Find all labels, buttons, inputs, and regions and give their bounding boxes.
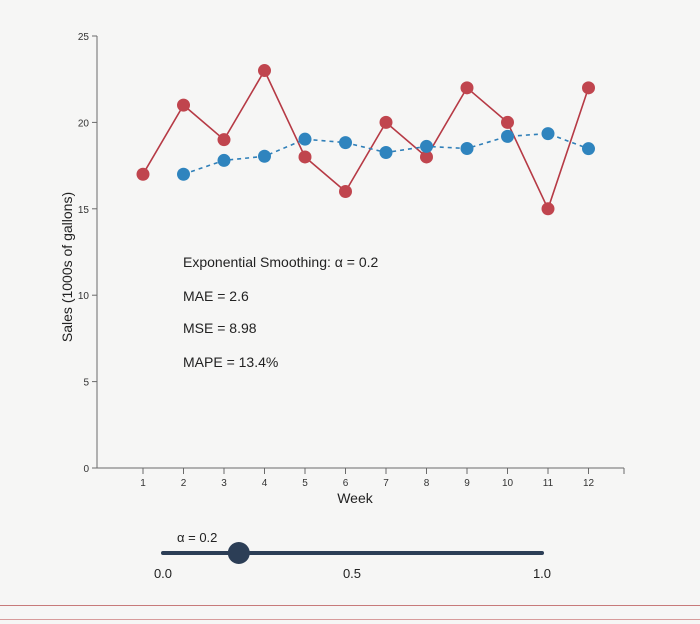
forecast-point [258,149,271,163]
actual-series-line [142,68,590,211]
actual-point [582,81,595,95]
forecast-point [420,139,433,153]
slider-value-label: α = 0.2 [177,530,217,545]
actual-point [258,64,271,78]
slider-thumb[interactable] [227,542,250,564]
y-axis-title: Sales (1000s of gallons) [59,192,75,342]
series-layer [136,64,595,216]
x-tick-label: 10 [502,478,514,489]
y-tick-label: 0 [83,464,89,475]
actual-point [420,150,433,164]
actual-point [460,81,474,95]
x-tick-label: 8 [424,478,430,489]
forecast-point [541,127,555,141]
forecast-point [501,129,514,143]
y-tick-label: 20 [78,118,90,129]
slider-min-label: 0.0 [154,566,172,581]
forecast-point [298,132,312,146]
x-ticks: 1 2 3 4 5 6 7 8 9 10 11 12 [140,468,594,489]
y-tick-label: 5 [83,378,89,389]
x-tick-label: 3 [221,478,227,489]
actual-point [541,202,555,216]
x-tick-label: 9 [464,478,470,489]
mae-annotation: MAE = 2.6 [183,288,249,304]
bottom-divider [0,605,700,606]
mse-annotation: MSE = 8.98 [183,320,257,336]
method-annotation: Exponential Smoothing: α = 0.2 [183,254,378,270]
x-tick-label: 1 [140,478,146,489]
forecast-point [582,142,595,156]
chart-axes [96,36,625,474]
slider-mid-label: 0.5 [343,566,361,581]
x-tick-label: 4 [262,478,268,489]
actual-point [379,115,393,129]
forecast-point [339,136,352,150]
x-axis-title: Week [337,490,374,506]
alpha-slider[interactable]: α = 0.2 0.0 0.5 1.0 [154,530,551,581]
x-tick-label: 12 [583,478,595,489]
actual-point [217,133,231,147]
y-tick-label: 15 [78,205,90,216]
y-tick-label: 10 [78,291,90,302]
actual-point [339,185,352,199]
slider-max-label: 1.0 [533,566,551,581]
x-tick-label: 5 [302,478,308,489]
actual-point [501,115,514,129]
actual-point [136,167,150,181]
forecast-point [379,145,393,159]
forecast-point [460,141,474,155]
y-tick-label: 25 [78,32,90,43]
bottom-divider-lower [0,619,700,620]
x-tick-label: 6 [343,478,349,489]
actual-point [298,150,312,164]
x-tick-label: 11 [543,478,554,489]
metrics-annotation: Exponential Smoothing: α = 0.2 MAE = 2.6… [183,254,378,370]
forecast-point [177,167,190,181]
mape-annotation: MAPE = 13.4% [183,354,278,370]
y-ticks: 0 5 10 15 20 25 [78,32,97,475]
actual-point [177,98,190,112]
x-tick-label: 7 [383,478,389,489]
forecast-point [217,153,231,167]
x-tick-label: 2 [181,478,187,489]
